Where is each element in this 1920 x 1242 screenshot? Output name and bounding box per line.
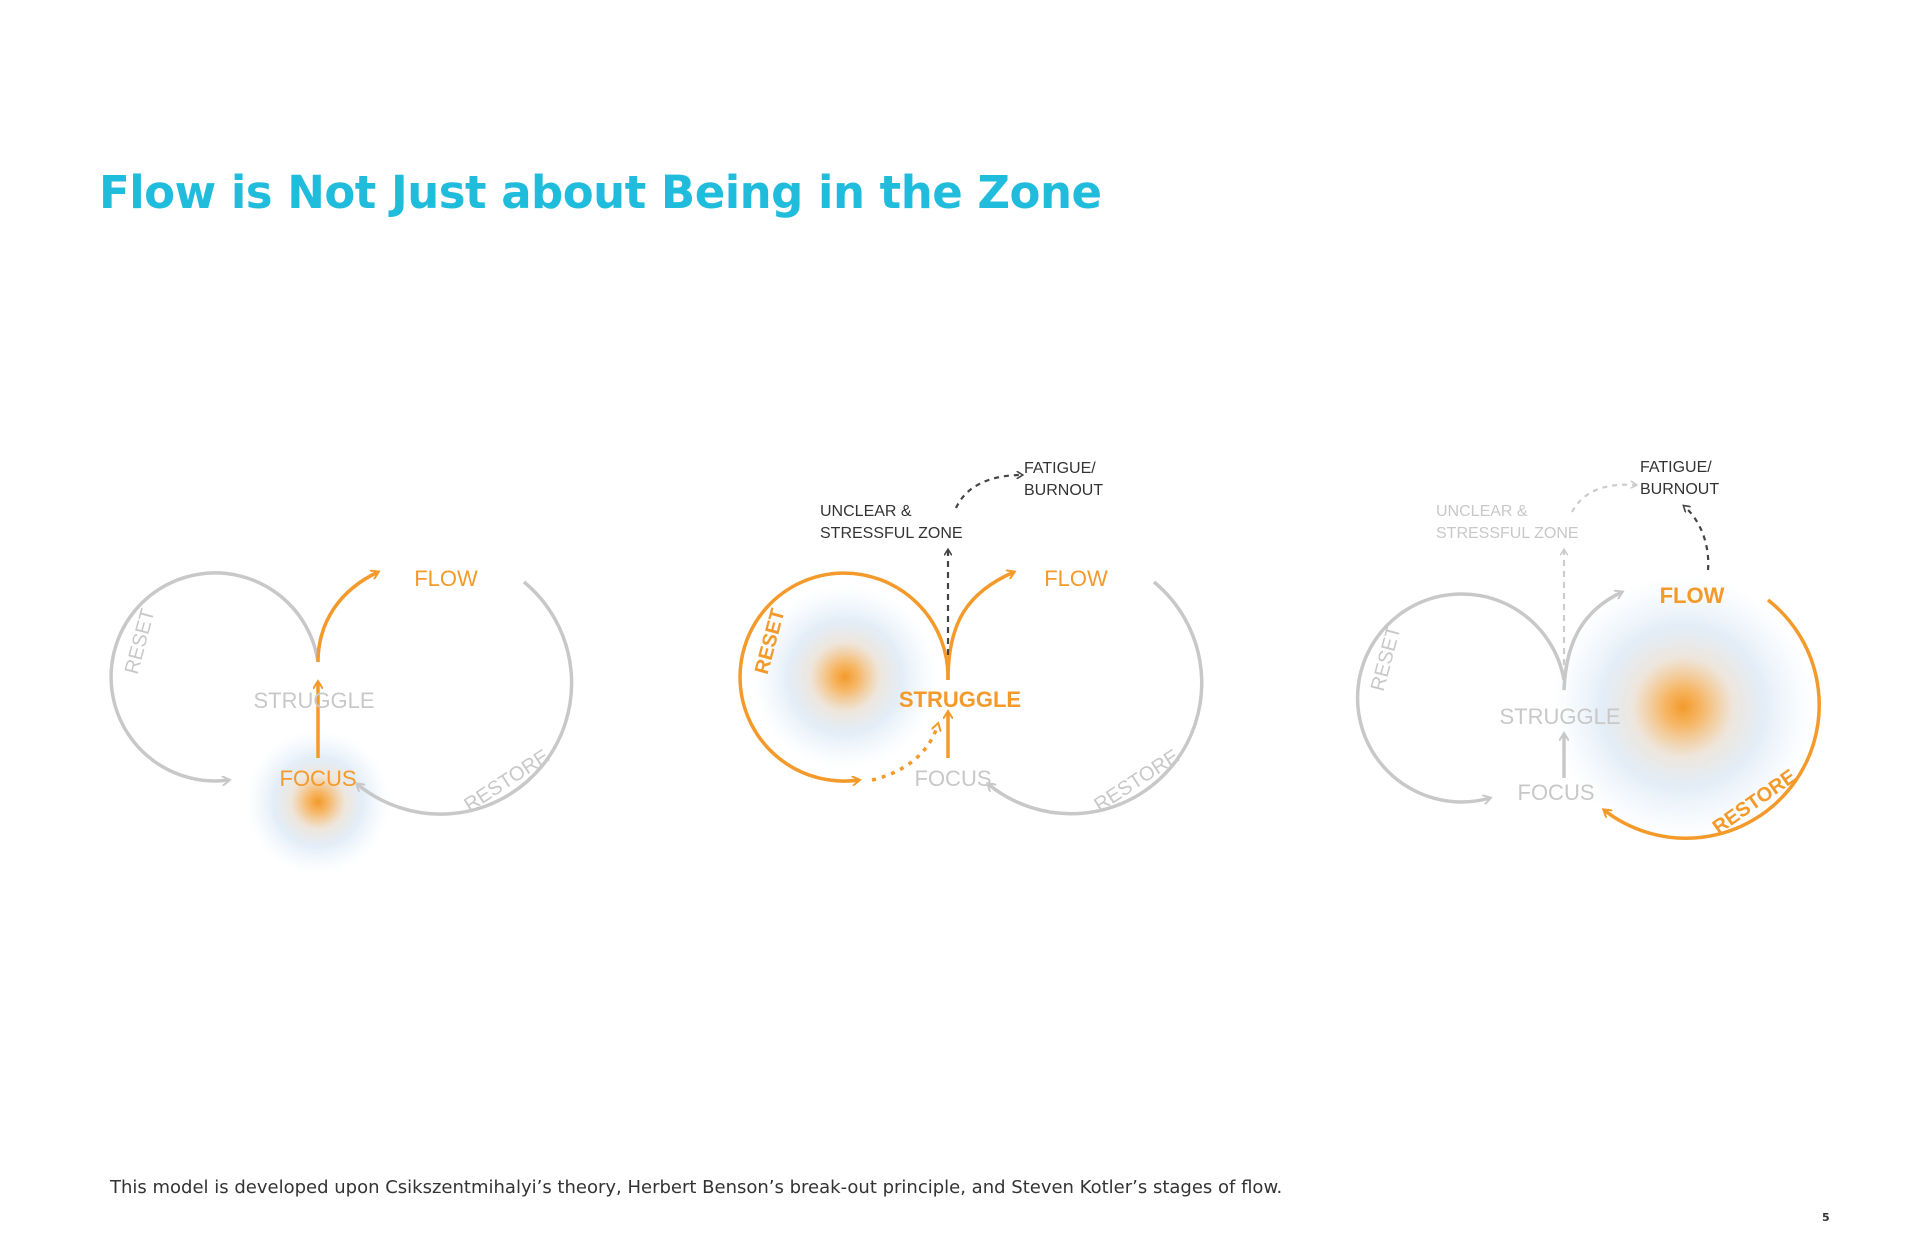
stage-1-focus: FLOW STRUGGLE FOCUS RESET RESTORE	[109, 566, 574, 874]
struggle-label: STRUGGLE	[899, 687, 1021, 712]
page-number: 5	[1822, 1211, 1830, 1224]
to-fatigue-dashed-arrow	[954, 475, 1022, 509]
unclear-zone-label-line2: STRESSFUL ZONE	[820, 525, 963, 542]
struggle-to-flow-arrow	[316, 572, 378, 663]
restore-label: RESTORE	[1090, 746, 1183, 817]
focus-label: FOCUS	[1518, 780, 1595, 805]
unclear-zone-label-line2: STRESSFUL ZONE	[1436, 525, 1579, 542]
unclear-zone-label-line1: UNCLEAR &	[820, 503, 912, 520]
restore-loop-arc	[988, 580, 1204, 816]
restore-glow	[1551, 575, 1815, 839]
restore-loop-arc	[357, 580, 574, 816]
focus-glow	[246, 730, 390, 874]
reset-loop-arc	[738, 571, 950, 781]
reset-to-struggle-dotted-arrow	[871, 724, 938, 782]
struggle-label: STRUGGLE	[253, 688, 374, 713]
flow-to-fatigue-dashed-arrow	[1684, 506, 1710, 571]
page-title: Flow is Not Just about Being in the Zone	[99, 166, 1102, 219]
fatigue-label-line2: BURNOUT	[1024, 482, 1103, 499]
restore-label: RESTORE	[460, 746, 553, 817]
struggle-label: STRUGGLE	[1499, 704, 1620, 729]
to-fatigue-light-dashed-arrow	[1571, 485, 1636, 513]
struggle-to-flow-arrow	[1562, 592, 1622, 691]
fatigue-label-line2: BURNOUT	[1640, 481, 1719, 498]
struggle-to-flow-arrow	[946, 572, 1014, 681]
focus-label: FOCUS	[915, 766, 992, 791]
flow-label: FLOW	[1044, 566, 1108, 591]
fatigue-label-line1: FATIGUE/	[1024, 460, 1096, 477]
stage-2-reset: FLOW STRUGGLE FOCUS RESET RESTORE UNCLEA…	[738, 460, 1204, 817]
reset-loop-arc	[1355, 592, 1566, 802]
flow-label: FLOW	[414, 566, 478, 591]
reset-label: RESET	[121, 606, 160, 676]
reset-label: RESET	[1367, 623, 1406, 693]
flow-label: FLOW	[1660, 583, 1725, 608]
fatigue-label-line1: FATIGUE/	[1640, 459, 1712, 476]
focus-label: FOCUS	[280, 766, 357, 791]
reset-loop-arc	[109, 571, 320, 781]
unclear-zone-label-line1: UNCLEAR &	[1436, 503, 1528, 520]
restore-loop-arc	[1604, 598, 1821, 840]
stage-3-restore: FLOW STRUGGLE FOCUS RESET RESTORE UNCLEA…	[1355, 459, 1821, 840]
reset-glow	[753, 585, 937, 769]
footnote: This model is developed upon Csikszentmi…	[110, 1177, 1283, 1198]
